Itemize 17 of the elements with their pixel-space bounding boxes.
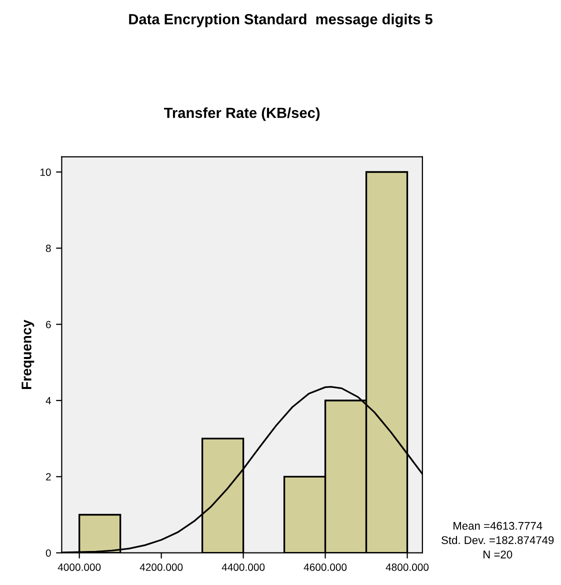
x-tick-label: 4400.000 xyxy=(222,564,265,571)
y-tick-label: 2 xyxy=(46,473,51,480)
text: Std. Dev. =182.874749 xyxy=(442,536,554,544)
y-tick-label: 4 xyxy=(46,397,51,404)
y-tick-label: 6 xyxy=(46,320,51,328)
y-axis-title: Frequency xyxy=(22,320,34,389)
x-tick-label: 4200.000 xyxy=(140,564,183,571)
text: N =20 xyxy=(484,550,512,558)
y-tick-label: 0 xyxy=(46,549,51,557)
y-tick-label: 8 xyxy=(46,244,51,252)
y-tick-label: 10 xyxy=(40,168,51,176)
x-tick-label: 4800.000 xyxy=(386,564,429,571)
chart-title: Data Encryption Standard message digits 5 xyxy=(129,14,432,28)
text: Mean =4613.7774 xyxy=(454,522,542,530)
chart-subtitle: Transfer Rate (KB/sec) xyxy=(164,107,320,121)
x-tick-label: 4000.000 xyxy=(58,564,101,571)
x-tick-label: 4600.000 xyxy=(304,564,347,571)
